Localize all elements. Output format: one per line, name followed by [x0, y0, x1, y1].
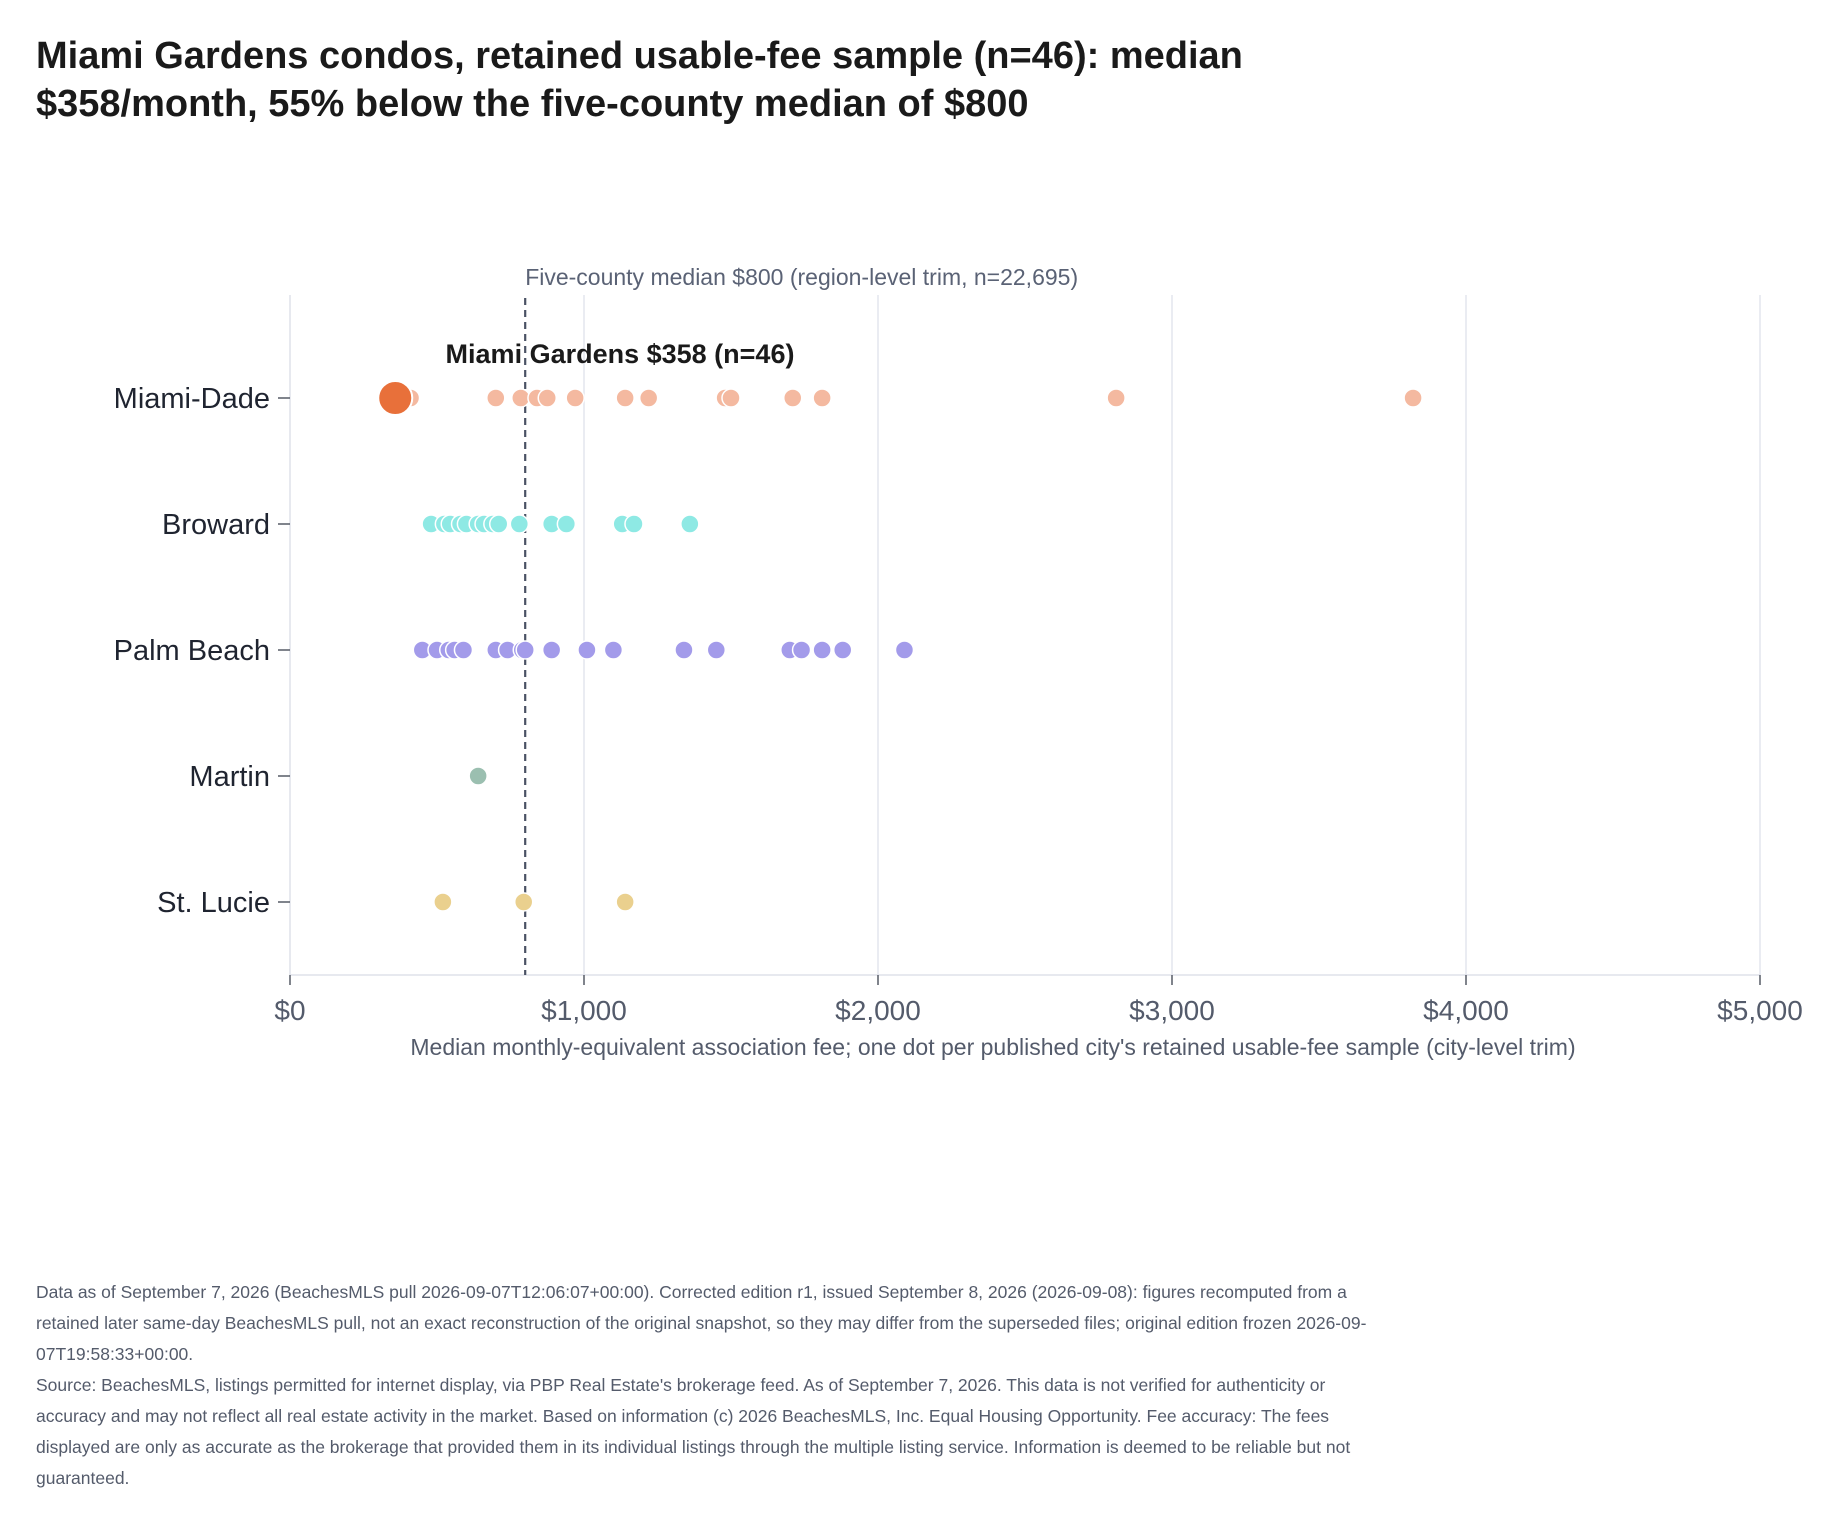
edition-note: Data as of September 7, 2026 (BeachesMLS… — [36, 1282, 1367, 1364]
dot-palm-beach — [603, 640, 624, 660]
dot-broward — [680, 514, 700, 534]
dot-broward — [509, 514, 530, 534]
miami-gardens-dot — [377, 380, 414, 416]
dots — [400, 388, 1423, 912]
dot-broward — [556, 514, 577, 534]
gridlines — [583, 295, 1761, 975]
x-tick-label: $3,000 — [1129, 995, 1215, 1026]
y-tick-label-broward: Broward — [162, 509, 270, 541]
dot-miami-dade — [565, 388, 585, 408]
y-tick-label-st-lucie: St. Lucie — [157, 887, 270, 919]
footnote: Data as of September 7, 2026 (BeachesMLS… — [36, 1277, 1376, 1494]
x-tick-label: $2,000 — [835, 995, 921, 1026]
x-tick-label: $1,000 — [541, 995, 627, 1026]
x-tick-label: $5,000 — [1717, 995, 1803, 1026]
five-county-median-label: Five-county median $800 (region-level tr… — [525, 264, 1078, 290]
dot-palm-beach — [832, 640, 853, 660]
miami-gardens-label: Miami Gardens $358 (n=46) — [446, 339, 795, 369]
y-axis-ticks: Miami-Dade Broward Palm Beach Martin St. Luc… — [114, 383, 290, 919]
dot-miami-dade — [782, 388, 803, 408]
dot-broward — [488, 514, 509, 534]
dot-miami-dade — [638, 388, 659, 408]
dot-palm-beach — [577, 640, 597, 660]
dot-martin — [468, 766, 488, 786]
dot-palm-beach — [453, 640, 474, 660]
dot-st-lucie — [615, 892, 635, 912]
dot-miami-dade — [511, 388, 531, 408]
x-tick-label: $0 — [274, 995, 305, 1026]
x-axis-ticks: $0 $1,000 $2,000 $3,000 $4,000 $5,000 — [274, 975, 1803, 1026]
dot-plot: $0 $1,000 $2,000 $3,000 $4,000 $5,000 Miami-D… — [114, 264, 1803, 1060]
dot-st-lucie — [513, 892, 534, 912]
dot-miami-dade — [1403, 388, 1423, 408]
dot-palm-beach — [894, 640, 915, 660]
dot-miami-dade — [486, 388, 506, 408]
y-tick-label-miami-dade: Miami-Dade — [114, 383, 270, 415]
chart-title: Miami Gardens condos, retained usable-fe… — [36, 35, 1243, 125]
dot-miami-dade — [537, 388, 557, 408]
dot-palm-beach — [515, 640, 535, 660]
dot-miami-dade — [615, 388, 635, 408]
dot-miami-dade — [721, 388, 741, 408]
y-tick-label-martin: Martin — [189, 761, 270, 793]
dot-palm-beach — [791, 640, 812, 660]
x-axis-label: Median monthly-equivalent association fe… — [410, 1034, 1575, 1060]
dot-miami-dade — [1106, 388, 1126, 408]
dot-broward — [624, 514, 644, 534]
x-tick-label: $4,000 — [1423, 995, 1509, 1026]
dot-palm-beach — [812, 640, 832, 660]
dot-palm-beach — [674, 640, 694, 660]
dot-palm-beach — [541, 640, 562, 660]
y-tick-label-palm-beach: Palm Beach — [114, 635, 270, 667]
dot-st-lucie — [433, 892, 453, 912]
source-note: Source: BeachesMLS, listings permitted f… — [36, 1375, 1351, 1488]
dot-palm-beach — [706, 640, 727, 660]
dot-miami-dade — [812, 388, 832, 408]
